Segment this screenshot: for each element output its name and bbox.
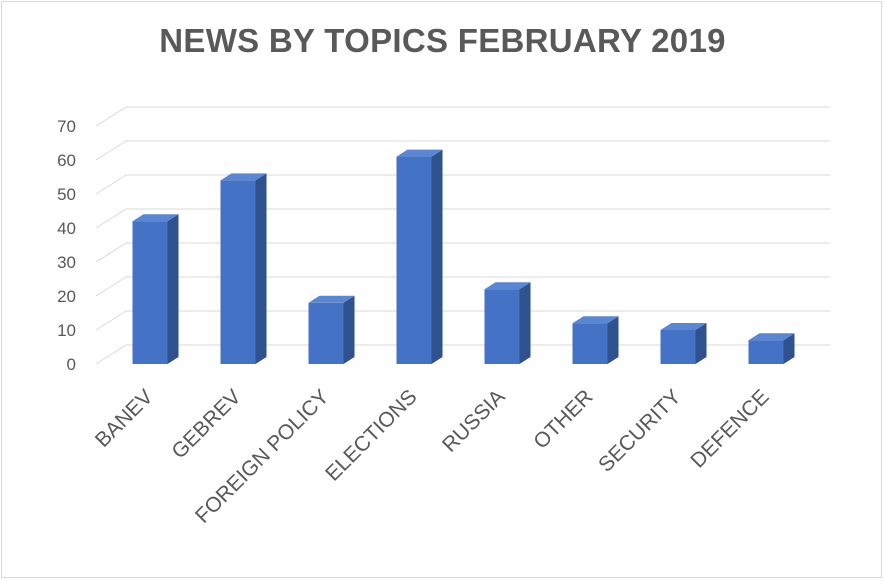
bar-side [607, 316, 619, 364]
bar-gebrev [220, 173, 267, 364]
gridline-diagonal [95, 276, 127, 297]
x-category-label: OTHER [529, 385, 597, 453]
x-category-label: BANEV [91, 385, 158, 452]
x-category-label: SECURITY [594, 385, 685, 476]
bar-front [220, 180, 256, 364]
chart-title: NEWS BY TOPICS FEBRUARY 2019 [159, 22, 726, 59]
bar-elections [396, 149, 443, 364]
bar-top [396, 149, 443, 157]
y-tick-label: 30 [57, 253, 76, 272]
bar-front [396, 156, 432, 364]
y-tick-label: 20 [57, 287, 76, 306]
bar-front [660, 330, 696, 364]
bars [132, 149, 795, 364]
bar-side [255, 173, 267, 364]
bar-side [783, 333, 795, 364]
bar-russia [484, 282, 531, 364]
bar-side [343, 295, 355, 364]
y-tick-label: 0 [67, 355, 76, 374]
y-tick-label: 40 [57, 219, 76, 238]
bar-side [519, 282, 531, 364]
x-category-label: GEBREV [167, 385, 245, 463]
bar-side [695, 323, 707, 364]
x-category-label: ELECTIONS [321, 385, 421, 485]
bar-front [572, 323, 608, 364]
bar-top [572, 316, 619, 324]
bar-top [220, 173, 267, 181]
bar-front [132, 221, 168, 364]
y-tick-label: 60 [57, 151, 76, 170]
bar-side [431, 149, 443, 364]
gridline-diagonal [95, 140, 127, 161]
gridline-diagonal [95, 174, 127, 195]
bar-top [484, 282, 531, 290]
bar-defence [748, 333, 795, 364]
gridline-diagonal [95, 106, 127, 127]
gridlines [95, 106, 830, 365]
gridline-diagonal [95, 208, 127, 229]
bar-banev [132, 214, 179, 364]
bar-side [167, 214, 179, 364]
x-category-label: DEFENCE [686, 385, 773, 472]
gridline-diagonal [95, 310, 127, 331]
y-tick-label: 50 [57, 185, 76, 204]
bar-top [132, 214, 179, 222]
gridline-diagonal [95, 242, 127, 263]
bar-front [308, 302, 344, 364]
bar-top [660, 323, 707, 330]
bar-other [572, 316, 619, 364]
y-tick-label: 10 [57, 321, 76, 340]
bar-foreign-policy [308, 295, 355, 364]
y-tick-label: 70 [57, 117, 76, 136]
bar-security [660, 323, 707, 364]
bar-top [308, 295, 355, 303]
bar-front [748, 340, 784, 364]
gridline-diagonal [95, 344, 127, 365]
y-axis-ticks: 0 10 20 30 40 50 60 70 [57, 117, 76, 374]
bar-front [484, 289, 520, 364]
x-category-label: RUSSIA [438, 385, 510, 457]
bar-top [748, 333, 795, 341]
